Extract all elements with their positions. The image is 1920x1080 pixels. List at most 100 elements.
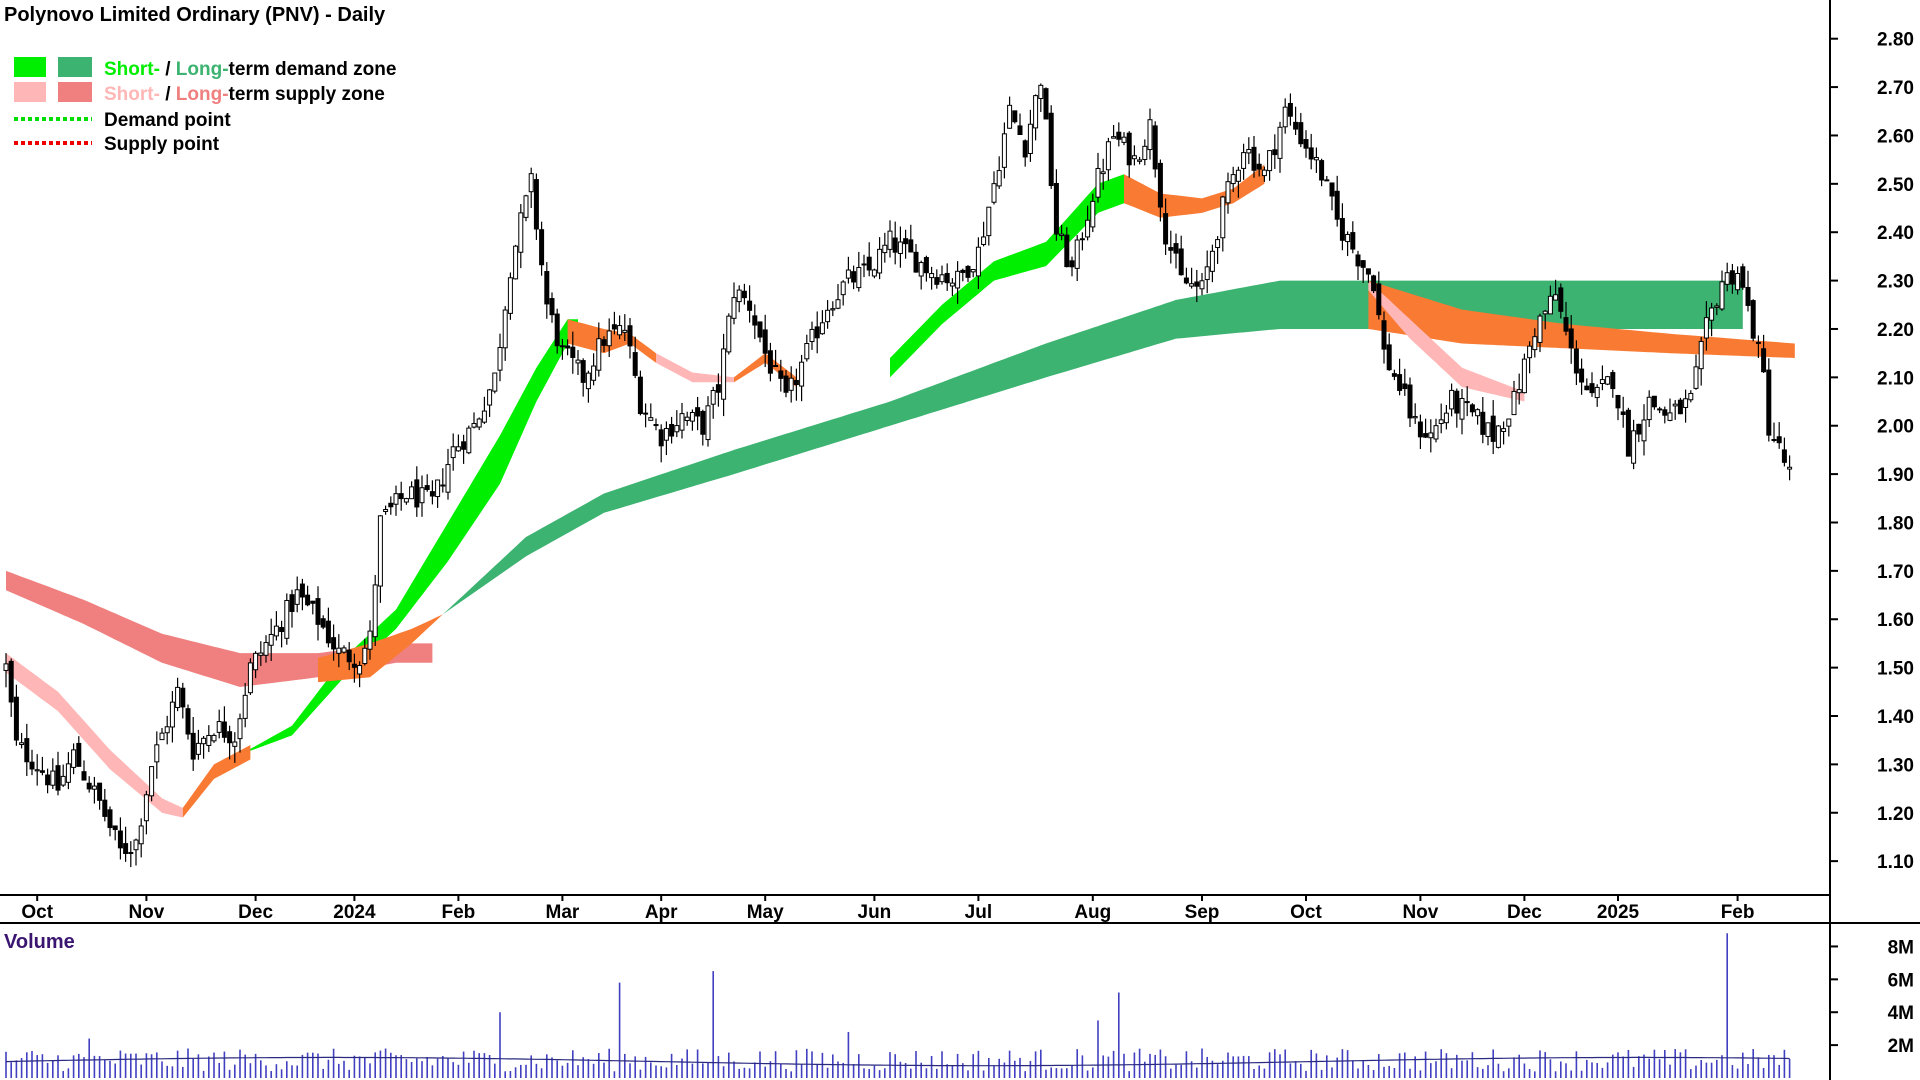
candle-down [1584,385,1590,391]
candle-up [596,338,602,371]
candle-up [138,825,144,845]
short-term-demand-zone [890,174,1124,378]
candle-up [1131,155,1137,160]
candle-up [419,487,425,504]
candle-down [1371,275,1377,292]
price-tick-label: 1.30 [1877,755,1914,776]
candle-up [1683,398,1689,408]
candle-down [1376,283,1382,316]
candle-down [778,370,784,379]
month-label: Jun [858,902,892,923]
candle-up [617,325,623,336]
candle-up [263,642,269,656]
candle-up [1532,336,1538,351]
candle-down [1163,213,1169,245]
candle-down [117,830,123,849]
candle-up [1313,157,1319,161]
candle-up [1537,315,1543,343]
candle-down [533,179,539,230]
candle-down [221,721,227,738]
candle-up [689,412,695,422]
candle-down [965,265,971,278]
candle-up [1693,366,1699,389]
candle-down [112,825,118,831]
candle-down [185,708,191,735]
price-tick-label: 2.60 [1877,126,1914,147]
candle-up [830,308,836,311]
month-label: Feb [1721,902,1755,923]
candle-up [606,330,612,347]
candle-down [1194,281,1200,287]
candle-up [133,839,139,851]
candle-down [325,620,331,644]
candle-down [1126,132,1132,166]
candle-up [835,299,841,309]
month-label: Apr [645,902,678,923]
candle-up [575,359,581,364]
candle-down [279,627,285,633]
candle-up [3,663,9,671]
candle-up [143,794,149,822]
candle-down [632,352,638,376]
candle-up [1755,341,1761,344]
candle-up [476,418,482,428]
candle-down [123,843,129,854]
candle-up [1204,266,1210,281]
price-tick-label: 1.80 [1877,513,1914,534]
candle-up [726,315,732,353]
candle-down [13,696,19,741]
candle-up [1641,419,1647,442]
candle-down [1563,317,1569,332]
candle-up [450,446,456,459]
legend-swatch-long-supply [58,82,92,102]
candle-up [559,345,565,348]
candle-down [908,239,914,253]
candle-up [1225,181,1231,204]
candle-up [1443,412,1449,424]
candle-down [1287,102,1293,117]
candle-down [55,765,61,791]
candle-up [1121,136,1127,143]
candle-up [377,515,383,587]
candle-down [1064,234,1070,268]
candle-up [159,732,165,741]
candle-up [1220,196,1226,239]
price-tick-label: 2.10 [1877,368,1914,389]
candle-down [700,410,706,435]
candle-up [1095,167,1101,198]
candle-down [1397,374,1403,391]
candle-down [1053,183,1059,235]
candle-down [1766,369,1772,436]
candle-up [1277,126,1283,159]
candle-up [513,245,519,280]
candle-up [996,170,1002,187]
candle-up [294,589,300,605]
candle-up [1787,466,1793,470]
candle-up [877,248,883,274]
candle-down [637,376,643,414]
candle-up [1547,295,1553,315]
candle-up [497,347,503,371]
candle-down [757,321,763,338]
candle-up [1511,390,1517,416]
candle-up [284,599,290,639]
candle-up [710,390,716,405]
candle-down [1417,421,1423,438]
candle-up [372,584,378,638]
candle-down [310,600,316,604]
candle-up [1282,106,1288,128]
candle-up [648,417,654,421]
candle-down [1017,125,1023,136]
candle-up [1475,409,1481,417]
candle-up [585,372,591,390]
candle-down [346,649,352,663]
candle-up [1261,169,1267,177]
month-label: 2025 [1597,902,1640,923]
candle-down [549,298,555,316]
candle-down [315,598,321,625]
candle-up [1241,152,1247,169]
price-tick-label: 2.70 [1877,78,1914,99]
candle-up [1246,148,1252,154]
candle-up [487,389,493,406]
